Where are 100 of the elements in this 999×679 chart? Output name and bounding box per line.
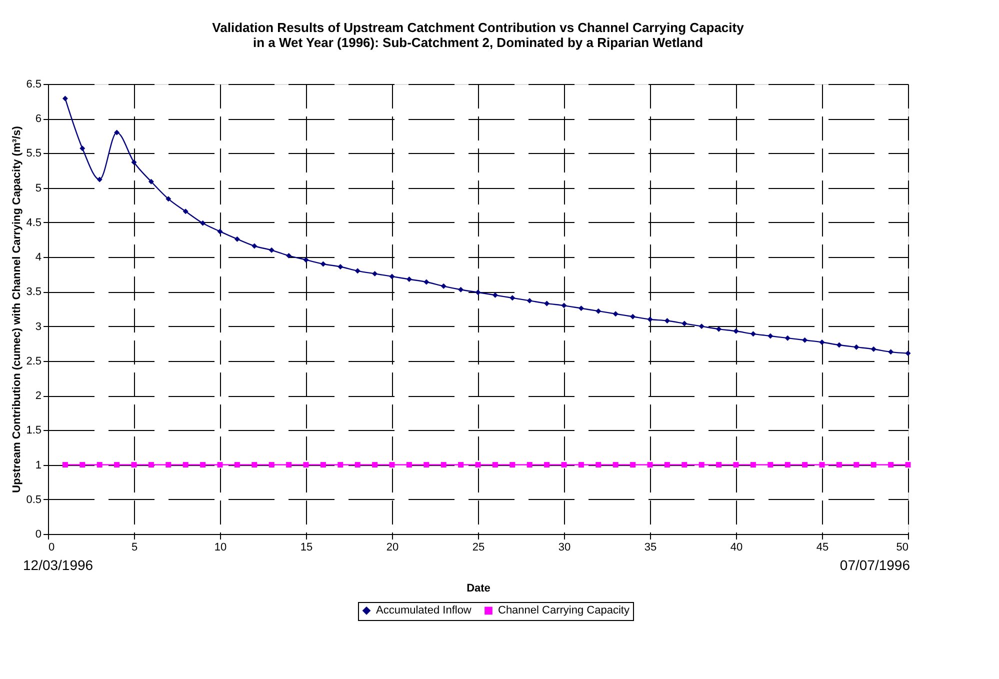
y-tick-label: 3.5 (26, 286, 42, 298)
point (870, 462, 876, 468)
y-tick-label: 2.5 (26, 355, 42, 368)
point (510, 295, 516, 301)
point (268, 462, 274, 468)
point (320, 261, 326, 267)
point (96, 462, 102, 468)
point (596, 308, 602, 314)
point (166, 196, 172, 202)
point (647, 316, 653, 322)
y-tick-label: 6 (35, 113, 42, 126)
y-axis-title: Upstream Contribution (cumec) with Channel Carrying Capacity (m³/s) (11, 126, 24, 493)
x-tick-label: 0 (48, 542, 55, 554)
point (905, 462, 911, 468)
point (510, 462, 516, 468)
x-tick-label: 30 (558, 542, 571, 554)
point (784, 462, 790, 468)
point (217, 228, 223, 234)
chart-title: Validation Results of Upstream Catchment Contribution vs Channel Carrying Capacity in a Wet Year (1996): Sub-Catchment 2, Dominated by a Riparian Wetland (212, 20, 745, 50)
point (768, 462, 774, 468)
point (784, 335, 790, 341)
y-tick-label: 0 (35, 528, 42, 540)
point (768, 333, 774, 339)
point (578, 462, 584, 468)
point (200, 220, 206, 226)
point (526, 462, 532, 468)
point (234, 462, 240, 468)
y-tick-label: 6.5 (26, 78, 42, 90)
point (750, 462, 756, 468)
point (338, 264, 344, 270)
y-tick-label: 1.5 (26, 424, 42, 437)
point (354, 268, 360, 274)
point (114, 130, 120, 136)
point (406, 462, 412, 468)
x-tick-label: 45 (816, 542, 829, 554)
point (647, 462, 653, 468)
point (630, 314, 636, 320)
text: 07/07/1996 (840, 557, 910, 573)
point (716, 326, 722, 332)
y-tick-label: 5.5 (26, 148, 42, 160)
point (733, 328, 739, 334)
point (836, 462, 842, 468)
y-tick-label: 4.5 (26, 216, 42, 229)
point (268, 247, 274, 253)
point (905, 350, 911, 356)
point (854, 344, 860, 350)
point (664, 318, 670, 324)
x-tick-label: 25 (472, 542, 485, 554)
point (131, 159, 137, 165)
point (303, 257, 309, 263)
point (148, 462, 154, 468)
point (458, 462, 464, 468)
point (96, 176, 102, 182)
point (389, 462, 395, 468)
point (819, 339, 825, 345)
point (200, 462, 206, 468)
point (716, 462, 722, 468)
point (612, 462, 618, 468)
point (320, 462, 326, 468)
point (475, 290, 481, 296)
point (682, 462, 688, 468)
point (62, 96, 68, 102)
y-tick-label: 5 (35, 182, 42, 194)
point (888, 349, 894, 355)
point (526, 298, 532, 304)
x-tick-label: 35 (644, 542, 657, 554)
point (492, 462, 498, 468)
point (182, 462, 188, 468)
point (166, 462, 172, 468)
point (234, 236, 240, 242)
point (870, 346, 876, 352)
point (596, 462, 602, 468)
point (475, 462, 481, 468)
y-tick-label: 1 (35, 459, 42, 472)
point (286, 252, 292, 258)
point (440, 462, 446, 468)
point (836, 342, 842, 348)
legend-label: Accumulated Inflow (376, 604, 472, 617)
point (131, 462, 137, 468)
point (80, 146, 86, 152)
point (182, 208, 188, 214)
x-tick-label: 15 (300, 542, 313, 554)
point (252, 243, 258, 249)
point (802, 462, 808, 468)
x-tick-label: 40 (730, 542, 743, 554)
text: 12/03/1996 (23, 557, 94, 573)
point (612, 311, 618, 317)
point (630, 462, 636, 468)
point (888, 462, 894, 468)
point (303, 462, 309, 468)
x-tick-label: 10 (214, 542, 227, 554)
point (802, 337, 808, 343)
x-tick-label: 5 (131, 542, 138, 554)
point (62, 462, 68, 468)
point (698, 324, 704, 330)
x-axis-title: Date (466, 582, 490, 594)
point (440, 283, 446, 289)
point (424, 279, 430, 285)
point (354, 462, 360, 468)
point (492, 292, 498, 298)
